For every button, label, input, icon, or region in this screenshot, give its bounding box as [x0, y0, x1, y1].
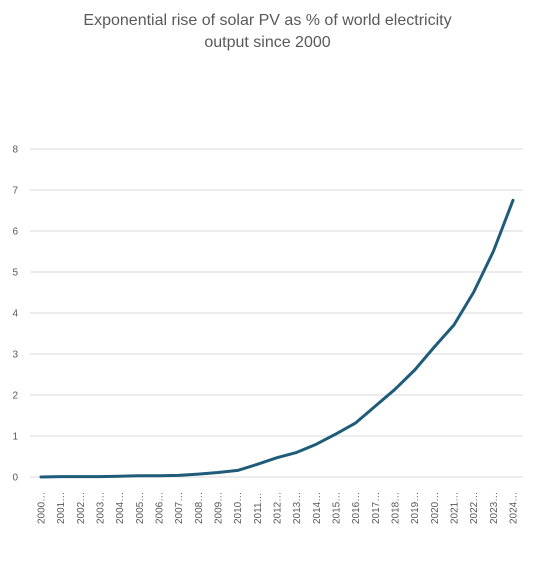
- x-tick-label: 2023…: [489, 492, 500, 524]
- x-tick-label: 2021…: [450, 492, 461, 524]
- y-tick-label: 5: [12, 268, 18, 279]
- chart-title: Exponential rise of solar PV as % of wor…: [83, 12, 452, 51]
- y-tick-label: 6: [12, 227, 18, 238]
- x-tick-label: 2006…: [155, 492, 166, 524]
- x-tick-label: 2015…: [332, 492, 343, 524]
- x-tick-label: 2012…: [273, 492, 284, 524]
- y-tick-label: 2: [12, 391, 18, 402]
- y-tick-label: 0: [12, 473, 18, 484]
- x-tick-label: 2001…: [56, 492, 67, 524]
- y-tick-label: 1: [12, 432, 18, 443]
- x-tick-label: 2002…: [76, 492, 87, 524]
- x-tick-label: 2004…: [115, 492, 126, 524]
- x-tick-label: 2005…: [135, 492, 146, 524]
- y-tick-label: 7: [12, 186, 18, 197]
- y-tick-label: 4: [12, 309, 18, 320]
- y-tick-label: 8: [12, 145, 18, 156]
- x-tick-label: 2014…: [312, 492, 323, 524]
- x-tick-label: 2007…: [174, 492, 185, 524]
- x-tick-label: 2013…: [292, 492, 303, 524]
- y-tick-label: 3: [12, 350, 18, 361]
- x-tick-label: 2009…: [214, 492, 225, 524]
- x-tick-label: 2019…: [410, 492, 421, 524]
- x-tick-label: 2016…: [351, 492, 362, 524]
- x-tick-label: 2018…: [391, 492, 402, 524]
- x-tick-label: 2024…: [509, 492, 520, 524]
- x-tick-label: 2000…: [37, 492, 48, 524]
- x-tick-label: 2010…: [233, 492, 244, 524]
- x-tick-label: 2003…: [96, 492, 107, 524]
- series-line-0: [39, 198, 515, 479]
- x-tick-label: 2022…: [469, 492, 480, 524]
- x-tick-label: 2017…: [371, 492, 382, 524]
- x-tick-label: 2008…: [194, 492, 205, 524]
- x-tick-label: 2020…: [430, 492, 441, 524]
- x-tick-label: 2011…: [253, 492, 264, 524]
